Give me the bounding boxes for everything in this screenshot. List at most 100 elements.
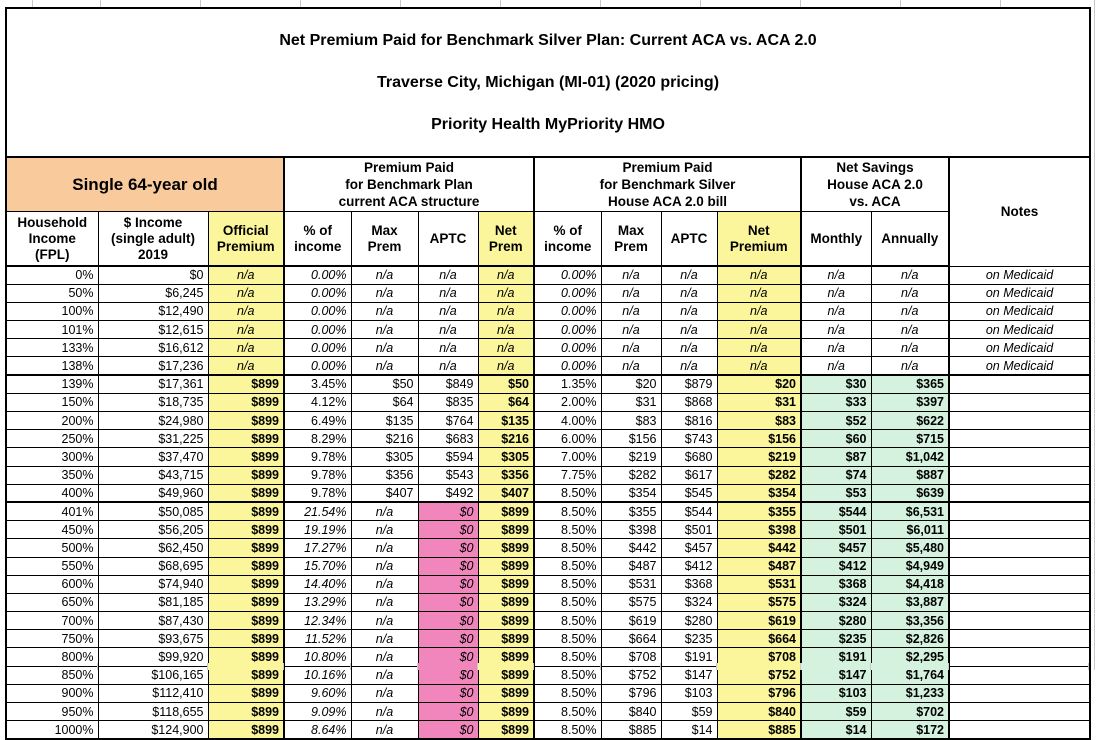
cell-notes[interactable] — [948, 374, 1091, 394]
cell-max1[interactable]: n/a — [350, 301, 419, 322]
cell-annually[interactable]: n/a — [870, 356, 950, 376]
cell-aptc1[interactable]: n/a — [417, 338, 479, 358]
cell-annually[interactable]: n/a — [870, 283, 950, 303]
cell-monthly[interactable]: $33 — [800, 392, 872, 413]
cell-max2[interactable]: $354 — [600, 483, 662, 503]
cell-aptc1[interactable]: $835 — [417, 392, 479, 413]
cell-max1[interactable]: n/a — [350, 556, 419, 576]
cell-official[interactable]: $899 — [207, 556, 285, 576]
cell-official[interactable]: $899 — [207, 629, 285, 649]
cell-net1[interactable]: $899 — [477, 629, 535, 649]
cell-fpl[interactable]: 200% — [5, 410, 99, 431]
cell-net2[interactable]: n/a — [716, 356, 802, 376]
cell-max1[interactable]: n/a — [350, 720, 419, 740]
cell-annually[interactable]: n/a — [870, 320, 950, 340]
column-header-monthly-savings[interactable]: Monthly — [800, 211, 872, 267]
cell-pct2[interactable]: 8.50% — [533, 647, 602, 667]
cell-max1[interactable]: n/a — [350, 701, 419, 722]
cell-annually[interactable]: n/a — [870, 265, 950, 285]
cell-monthly[interactable]: n/a — [800, 265, 872, 285]
cell-max1[interactable]: n/a — [350, 647, 419, 667]
cell-aptc1[interactable]: $0 — [417, 683, 479, 704]
cell-max2[interactable]: $664 — [600, 629, 662, 649]
cell-annually[interactable]: $6,531 — [870, 501, 950, 522]
cell-pct2[interactable]: 8.50% — [533, 720, 602, 740]
cell-max2[interactable]: $796 — [600, 683, 662, 704]
cell-income[interactable]: $43,715 — [97, 465, 209, 485]
column-header-net-prem-aca[interactable]: Net Prem — [477, 211, 535, 267]
cell-fpl[interactable]: 138% — [5, 356, 99, 376]
cell-max1[interactable]: n/a — [350, 283, 419, 303]
cell-notes[interactable] — [948, 429, 1091, 449]
cell-annually[interactable]: $172 — [870, 720, 950, 740]
cell-fpl[interactable]: 100% — [5, 301, 99, 322]
cell-net2[interactable]: n/a — [716, 283, 802, 303]
cell-max1[interactable]: n/a — [350, 356, 419, 376]
cell-pct1[interactable]: 13.29% — [283, 592, 352, 613]
cell-aptc1[interactable]: $492 — [417, 483, 479, 503]
cell-aptc1[interactable]: $0 — [417, 556, 479, 576]
cell-pct2[interactable]: 0.00% — [533, 338, 602, 358]
cell-pct1[interactable]: 9.78% — [283, 447, 352, 467]
cell-monthly[interactable]: $103 — [800, 683, 872, 704]
cell-official[interactable]: $899 — [207, 720, 285, 740]
cell-notes[interactable] — [948, 520, 1091, 540]
cell-notes[interactable] — [948, 538, 1091, 558]
cell-pct1[interactable]: 0.00% — [283, 338, 352, 358]
cell-monthly[interactable]: $59 — [800, 701, 872, 722]
cell-annually[interactable]: $4,949 — [870, 556, 950, 576]
cell-pct2[interactable]: 8.50% — [533, 683, 602, 704]
cell-notes[interactable] — [948, 574, 1091, 594]
cell-monthly[interactable]: $30 — [800, 374, 872, 394]
cell-fpl[interactable]: 750% — [5, 629, 99, 649]
cell-official[interactable]: $899 — [207, 538, 285, 558]
cell-aptc2[interactable]: n/a — [660, 356, 718, 376]
cell-pct1[interactable]: 4.12% — [283, 392, 352, 413]
cell-monthly[interactable]: $14 — [800, 720, 872, 740]
cell-annually[interactable]: $4,418 — [870, 574, 950, 594]
cell-aptc2[interactable]: $368 — [660, 574, 718, 594]
cell-max1[interactable]: $216 — [350, 429, 419, 449]
cell-annually[interactable]: $715 — [870, 429, 950, 449]
cell-fpl[interactable]: 950% — [5, 701, 99, 722]
cell-net1[interactable]: $899 — [477, 520, 535, 540]
cell-net2[interactable]: $398 — [716, 520, 802, 540]
column-header-max-prem-aca2[interactable]: Max Prem — [600, 211, 662, 267]
cell-annually[interactable]: $6,011 — [870, 520, 950, 540]
cell-fpl[interactable]: 250% — [5, 429, 99, 449]
cell-net2[interactable]: $531 — [716, 574, 802, 594]
cell-monthly[interactable]: $74 — [800, 465, 872, 485]
cell-max2[interactable]: $840 — [600, 701, 662, 722]
cell-income[interactable]: $112,410 — [97, 683, 209, 704]
cell-aptc2[interactable]: $324 — [660, 592, 718, 613]
cell-pct1[interactable]: 9.78% — [283, 465, 352, 485]
cell-monthly[interactable]: $368 — [800, 574, 872, 594]
column-header-net-premium-aca2[interactable]: Net Premium — [716, 211, 802, 267]
cell-aptc2[interactable]: $868 — [660, 392, 718, 413]
cell-pct1[interactable]: 9.78% — [283, 483, 352, 503]
cell-net2[interactable]: $442 — [716, 538, 802, 558]
column-header-aptc-aca2[interactable]: APTC — [660, 211, 718, 267]
cell-aptc1[interactable]: n/a — [417, 265, 479, 285]
cell-fpl[interactable]: 300% — [5, 447, 99, 467]
cell-max2[interactable]: $487 — [600, 556, 662, 576]
cell-pct2[interactable]: 0.00% — [533, 301, 602, 322]
cell-max1[interactable]: n/a — [350, 683, 419, 704]
cell-official[interactable]: $899 — [207, 429, 285, 449]
cell-fpl[interactable]: 101% — [5, 320, 99, 340]
cell-annually[interactable]: $887 — [870, 465, 950, 485]
cell-aptc2[interactable]: $191 — [660, 647, 718, 667]
cell-official[interactable]: $899 — [207, 374, 285, 394]
cell-official[interactable]: $899 — [207, 392, 285, 413]
cell-annually[interactable]: $1,042 — [870, 447, 950, 467]
cell-fpl[interactable]: 650% — [5, 592, 99, 613]
cell-pct1[interactable]: 9.60% — [283, 683, 352, 704]
cell-net2[interactable]: n/a — [716, 338, 802, 358]
cell-pct1[interactable]: 0.00% — [283, 301, 352, 322]
cell-net2[interactable]: $575 — [716, 592, 802, 613]
cell-net1[interactable]: $305 — [477, 447, 535, 467]
cell-max1[interactable]: n/a — [350, 338, 419, 358]
cell-max2[interactable]: $442 — [600, 538, 662, 558]
column-header-notes[interactable]: Notes — [948, 156, 1091, 267]
cell-monthly[interactable]: n/a — [800, 301, 872, 322]
